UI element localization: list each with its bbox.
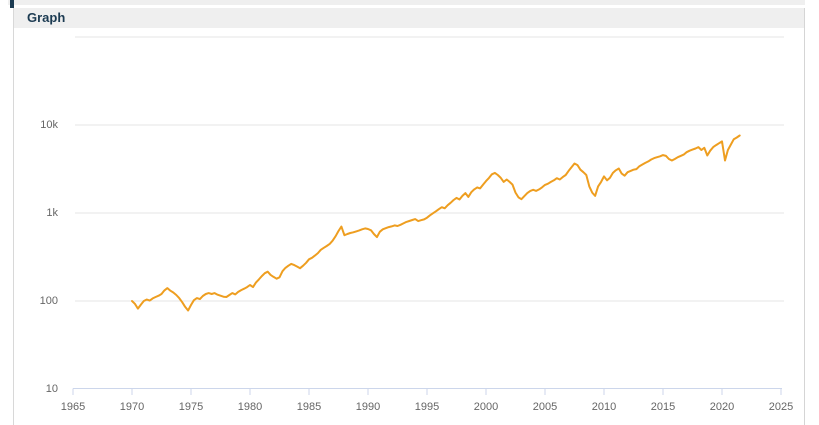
y-tick-label: 10 <box>46 383 58 395</box>
x-tick-label: 1970 <box>120 401 144 413</box>
x-tick-label: 1990 <box>356 401 380 413</box>
x-tick-label: 2015 <box>651 401 675 413</box>
top-strip <box>8 0 805 5</box>
tab-fragment <box>10 0 14 8</box>
x-tick-label: 2005 <box>533 401 557 413</box>
x-tick-label: 2025 <box>769 401 793 413</box>
x-tick-label: 1985 <box>297 401 321 413</box>
x-tick-label: 1965 <box>61 401 85 413</box>
x-tick-label: 2000 <box>474 401 498 413</box>
x-tick-label: 1975 <box>179 401 203 413</box>
x-tick-label: 1980 <box>238 401 262 413</box>
y-tick-label: 10k <box>40 119 58 131</box>
y-tick-label: 100 <box>40 295 58 307</box>
panel-title: Graph <box>27 10 66 25</box>
graph-panel-header: Graph <box>14 8 804 28</box>
graph-panel: Graph <box>13 8 805 425</box>
series-line <box>131 134 741 312</box>
y-tick-label: 1k <box>46 207 58 219</box>
x-tick-label: 1995 <box>415 401 439 413</box>
x-tick-label: 2020 <box>710 401 734 413</box>
x-tick-label: 2010 <box>592 401 616 413</box>
